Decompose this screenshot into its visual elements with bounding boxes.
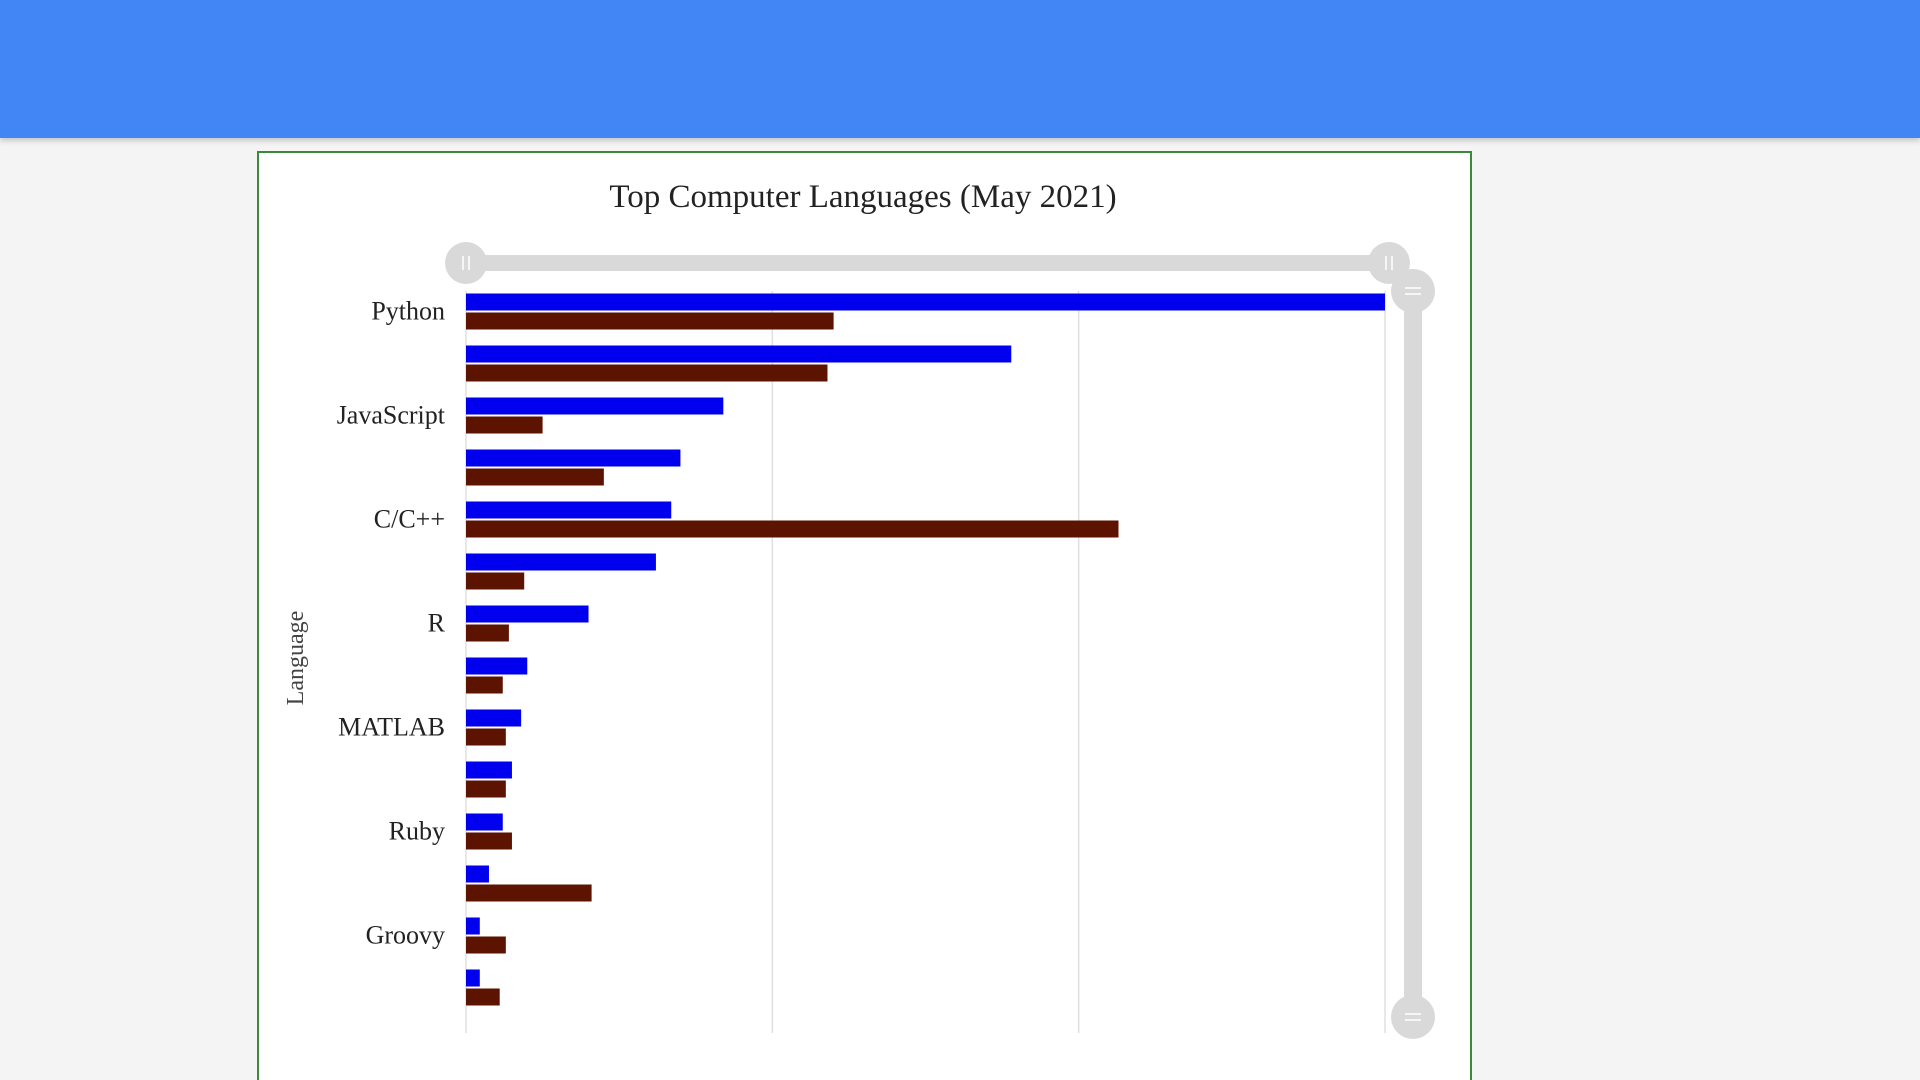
chart-card: Top Computer Languages (May 2021) Python…	[257, 151, 1472, 1080]
bar-series-2[interactable]	[466, 884, 592, 902]
bar-series-1[interactable]	[466, 397, 724, 415]
vertical-slider-top-handle[interactable]	[1391, 269, 1435, 313]
bar-series-1[interactable]	[466, 501, 672, 519]
bar-chart: Top Computer Languages (May 2021) Python…	[283, 179, 1435, 1039]
bar-series-2[interactable]	[466, 728, 506, 746]
category-label: Groovy	[366, 921, 445, 950]
bar-series-2[interactable]	[466, 676, 503, 694]
bar-series-2[interactable]	[466, 468, 604, 486]
bar-series-2[interactable]	[466, 832, 512, 850]
bar-series-2[interactable]	[466, 780, 506, 798]
horizontal-slider-left-handle[interactable]	[445, 242, 487, 284]
category-label: Ruby	[389, 817, 445, 846]
bars	[466, 293, 1385, 1006]
bar-series-1[interactable]	[466, 657, 528, 675]
vertical-range-slider[interactable]	[1391, 269, 1435, 1039]
y-axis-title: Language	[283, 611, 309, 706]
bar-series-2[interactable]	[466, 520, 1119, 538]
bar-series-1[interactable]	[466, 969, 480, 987]
bar-series-1[interactable]	[466, 293, 1385, 311]
vertical-slider-bottom-handle[interactable]	[1391, 995, 1435, 1039]
bar-series-1[interactable]	[466, 605, 589, 623]
category-labels: Python JavaScript C/C++ R MATLAB Ruby Groovy	[337, 297, 446, 950]
header-bar	[0, 0, 1920, 138]
bar-series-2[interactable]	[466, 988, 500, 1006]
bar-series-1[interactable]	[466, 917, 480, 935]
category-label: MATLAB	[338, 713, 445, 742]
bar-series-1[interactable]	[466, 553, 656, 571]
bar-series-2[interactable]	[466, 624, 509, 642]
vertical-slider-track[interactable]	[1404, 292, 1422, 1012]
horizontal-range-slider[interactable]	[445, 242, 1410, 284]
category-label: JavaScript	[337, 401, 446, 430]
category-label: Python	[371, 297, 445, 326]
bar-series-2[interactable]	[466, 364, 828, 382]
horizontal-slider-right-handle[interactable]	[1368, 242, 1410, 284]
bar-series-2[interactable]	[466, 572, 525, 590]
category-label: R	[428, 609, 446, 638]
bar-series-1[interactable]	[466, 449, 681, 467]
chart-title: Top Computer Languages (May 2021)	[609, 179, 1116, 215]
category-label: C/C++	[374, 505, 445, 534]
bar-series-1[interactable]	[466, 761, 512, 779]
bar-series-1[interactable]	[466, 865, 489, 883]
bar-series-1[interactable]	[466, 709, 522, 727]
bar-series-2[interactable]	[466, 416, 543, 434]
bar-series-2[interactable]	[466, 936, 506, 954]
bar-series-1[interactable]	[466, 813, 503, 831]
bar-series-2[interactable]	[466, 312, 834, 330]
bar-series-1[interactable]	[466, 345, 1012, 363]
horizontal-slider-track[interactable]	[465, 255, 1398, 271]
